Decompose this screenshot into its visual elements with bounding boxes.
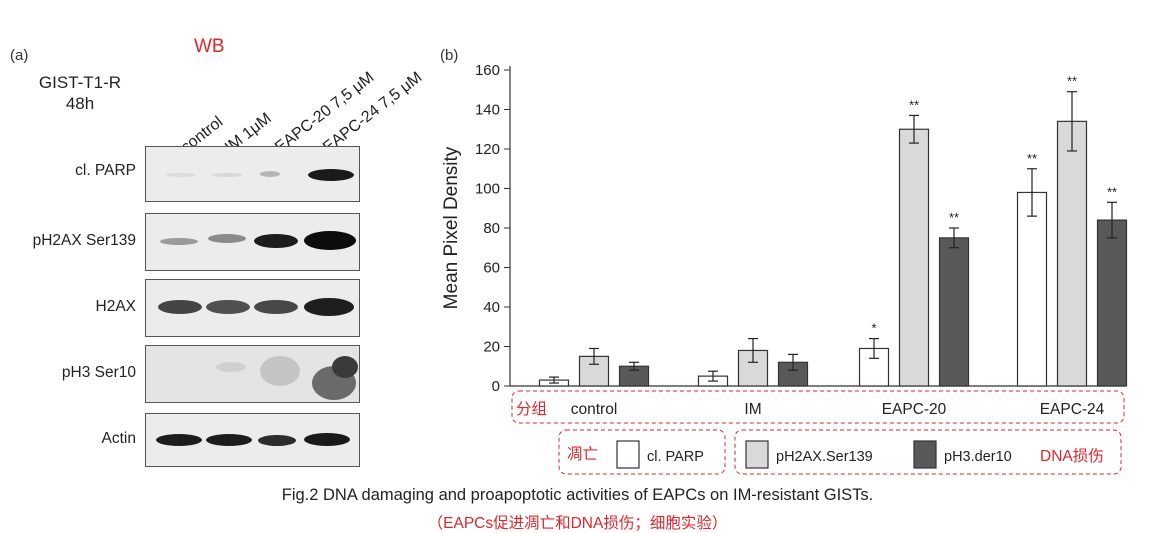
blot-ph3: [145, 345, 360, 403]
blot-h2ax: [145, 279, 360, 337]
y-tick-label-100: 100: [475, 181, 500, 198]
figure-caption: Fig.2 DNA damaging and proapoptotic acti…: [281, 486, 874, 504]
blot-actin: [145, 413, 360, 467]
row-label-ph3: pH3 Ser10: [61, 364, 136, 381]
y-tick-label-160: 160: [475, 62, 500, 79]
y-axis-title: Mean Pixel Density: [441, 146, 462, 309]
y-tick-label-40: 40: [483, 299, 500, 316]
y-tick-label-60: 60: [483, 260, 500, 277]
group-annotation-box: [511, 390, 1125, 424]
y-tick-label-80: 80: [483, 220, 500, 237]
legend-dna-damage-cn: DNA损伤: [1040, 447, 1104, 465]
apoptosis-annotation-box: [558, 429, 726, 475]
bar-ph2ax-ser139-eapc-24: [1056, 120, 1088, 387]
significance-cl-parp-eapc-20: *: [871, 321, 876, 336]
row-label-ph2ax: pH2AX Ser139: [32, 232, 136, 249]
y-tick-label-20: 20: [483, 339, 500, 356]
group-label-cn: 分组: [516, 400, 547, 418]
row-label-cl-parp: cl. PARP: [75, 162, 136, 179]
dna-damage-annotation-box: [734, 429, 1122, 475]
significance-ph2ax-ser139-eapc-24: **: [1067, 74, 1077, 89]
legend-swatch-cl-parp: [616, 440, 640, 469]
significance-ph3-der10-eapc-24: **: [1107, 184, 1117, 199]
x-category-label-im: IM: [744, 401, 761, 418]
significance-ph3-der10-eapc-20: **: [949, 210, 959, 225]
blot-ph2ax: [145, 213, 360, 271]
cell-line-label: GIST-T1-R 48h: [20, 72, 140, 114]
x-category-label-control: control: [571, 401, 618, 418]
bar-ph3-der10-eapc-20: [938, 237, 970, 387]
figure-caption-cn: （EAPCs促进凋亡和DNA损伤；细胞实验）: [427, 515, 728, 532]
panel-b-label: (b): [440, 47, 459, 64]
wb-annotation: WB: [194, 36, 225, 57]
bar-cl-parp-eapc-24: [1016, 191, 1048, 387]
bar-ph2ax-ser139-eapc-20: [898, 128, 930, 387]
legend-label-cl-parp: cl. PARP: [647, 449, 704, 465]
cell-line-name: GIST-T1-R: [38, 73, 122, 92]
time-label: 48h: [65, 94, 95, 113]
row-label-actin: Actin: [101, 430, 136, 447]
legend-label-ph2ax: pH2AX.Ser139: [776, 449, 873, 465]
x-category-label-eapc-20: EAPC-20: [882, 401, 947, 418]
legend-swatch-ph2ax: [745, 440, 769, 469]
legend-swatch-ph3: [913, 440, 937, 469]
blot-cl-parp: [145, 146, 360, 202]
significance-cl-parp-eapc-24: **: [1027, 151, 1037, 166]
bar-ph2ax-ser139-im: [737, 349, 769, 387]
row-label-h2ax: H2AX: [95, 298, 137, 315]
y-tick-label-0: 0: [492, 378, 500, 395]
panel-a-label: (a): [10, 47, 29, 64]
x-category-label-eapc-24: EAPC-24: [1040, 401, 1105, 418]
significance-ph2ax-ser139-eapc-20: **: [909, 97, 919, 112]
legend-label-ph3: pH3.der10: [944, 449, 1012, 465]
y-tick-label-140: 140: [475, 102, 500, 119]
chart-legend: cl. PARP pH2AX.Ser139 pH3.der10: [616, 440, 1012, 469]
y-tick-label-120: 120: [475, 141, 500, 158]
bar-ph3-der10-eapc-24: [1096, 219, 1128, 387]
legend-apoptosis-cn: 凋亡: [567, 445, 598, 463]
